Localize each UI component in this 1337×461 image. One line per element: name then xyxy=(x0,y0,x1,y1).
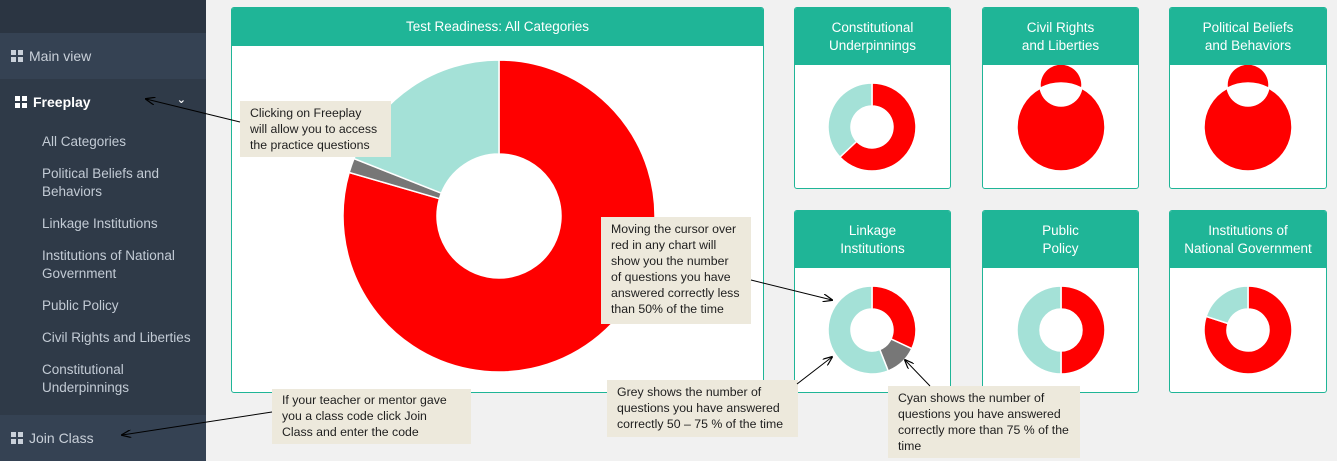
sidebar-item-freeplay[interactable]: Freeplay ⌄ xyxy=(0,79,206,125)
grid-icon xyxy=(11,50,23,62)
main-chart xyxy=(342,59,656,373)
chart-civil-rights xyxy=(1016,63,1106,172)
sidebar-item-label: Freeplay xyxy=(33,94,91,110)
sidebar-subitem-constitutional-underpinnings[interactable]: Constitutional Underpinnings xyxy=(42,362,130,395)
sidebar-subitem-civil-rights[interactable]: Civil Rights and Liberties xyxy=(42,330,191,345)
donut-slice-red[interactable] xyxy=(342,59,656,373)
chart-panel-civil-rights: Civil Rights and Liberties xyxy=(982,7,1139,189)
chart-panel-political-beliefs: Political Beliefs and Behaviors xyxy=(1169,7,1327,189)
chart-title-line: Institutions xyxy=(840,240,905,256)
sidebar-item-main-view[interactable]: Main view xyxy=(0,33,206,79)
chart-constitutional-underpinnings xyxy=(827,82,917,172)
chart-panel-public-policy: Public Policy xyxy=(982,210,1139,393)
chart-panel-title: Civil Rights and Liberties xyxy=(983,8,1138,65)
note-cyan: Cyan shows the number of questions you h… xyxy=(888,386,1080,458)
chart-panel-title: Linkage Institutions xyxy=(795,211,950,268)
chart-title-line: National Government xyxy=(1184,240,1312,256)
donut-slice-red[interactable] xyxy=(1016,63,1106,172)
chart-title-line: and Liberties xyxy=(1021,37,1100,53)
chart-title-line: Institutions of xyxy=(1208,222,1288,238)
chevron-down-icon[interactable]: ⌄ xyxy=(176,94,186,106)
chart-panel-institutions-national-government: Institutions of National Government xyxy=(1169,210,1327,393)
note-freeplay: Clicking on Freeplay will allow you to a… xyxy=(240,101,391,157)
sidebar-subitem-public-policy[interactable]: Public Policy xyxy=(42,298,119,313)
donut-slice-red[interactable] xyxy=(1060,285,1106,375)
chart-panel-title: Constitutional Underpinnings xyxy=(795,8,950,65)
chart-political-beliefs xyxy=(1203,63,1293,172)
grid-icon xyxy=(11,432,23,444)
donut-slice-cyan[interactable] xyxy=(1016,285,1062,375)
chart-panel-constitutional-underpinnings: Constitutional Underpinnings xyxy=(794,7,951,189)
note-red: Moving the cursor over red in any chart … xyxy=(601,217,751,324)
sidebar: Main view Freeplay ⌄ All Categories Poli… xyxy=(0,0,206,461)
sidebar-header xyxy=(0,0,206,33)
chart-title-line: Public xyxy=(1042,222,1079,238)
chart-title-line: Policy xyxy=(1042,240,1079,256)
chart-panel-title: Political Beliefs and Behaviors xyxy=(1170,8,1326,65)
chart-title-line: and Behaviors xyxy=(1204,37,1292,53)
chart-panel-title: Public Policy xyxy=(983,211,1138,268)
chart-title-line: Political Beliefs xyxy=(1202,19,1294,35)
chart-public-policy xyxy=(1016,285,1106,375)
donut-slice-cyan[interactable] xyxy=(827,82,873,159)
note-join-class: If your teacher or mentor gave you a cla… xyxy=(272,389,471,444)
main-chart-panel: Test Readiness: All Categories xyxy=(231,7,764,393)
chart-linkage-institutions xyxy=(827,285,917,375)
sidebar-subitem-institutions-national-government[interactable]: Institutions of National Government xyxy=(42,248,175,281)
donut-slice-cyan[interactable] xyxy=(1205,285,1249,325)
sidebar-subitem-political-beliefs[interactable]: Political Beliefs and Behaviors xyxy=(42,166,160,199)
grid-icon xyxy=(15,96,27,108)
chart-title-line: Civil Rights xyxy=(1026,19,1095,35)
donut-slice-cyan[interactable] xyxy=(827,285,890,375)
chart-institutions-national-government xyxy=(1203,285,1293,375)
donut-slice-red[interactable] xyxy=(1203,63,1293,172)
sidebar-item-label: Main view xyxy=(29,48,92,64)
sidebar-subitem-all-categories[interactable]: All Categories xyxy=(42,134,127,149)
sidebar-subitem-linkage-institutions[interactable]: Linkage Institutions xyxy=(42,216,158,231)
chart-panel-linkage-institutions: Linkage Institutions xyxy=(794,210,951,393)
sidebar-item-join-class[interactable]: Join Class xyxy=(0,415,206,461)
chart-panel-title: Institutions of National Government xyxy=(1170,211,1326,268)
donut-slice-red[interactable] xyxy=(871,285,917,350)
chart-title-line: Constitutional xyxy=(831,19,914,35)
donut-slice-red[interactable] xyxy=(1203,285,1293,375)
chart-title-line: Underpinnings xyxy=(828,37,917,53)
note-grey: Grey shows the number of questions you h… xyxy=(607,380,798,437)
main-chart-title: Test Readiness: All Categories xyxy=(232,8,763,46)
donut-slice-red[interactable] xyxy=(838,82,917,172)
chart-title-line: Linkage xyxy=(848,222,897,238)
sidebar-item-label: Join Class xyxy=(29,430,94,446)
